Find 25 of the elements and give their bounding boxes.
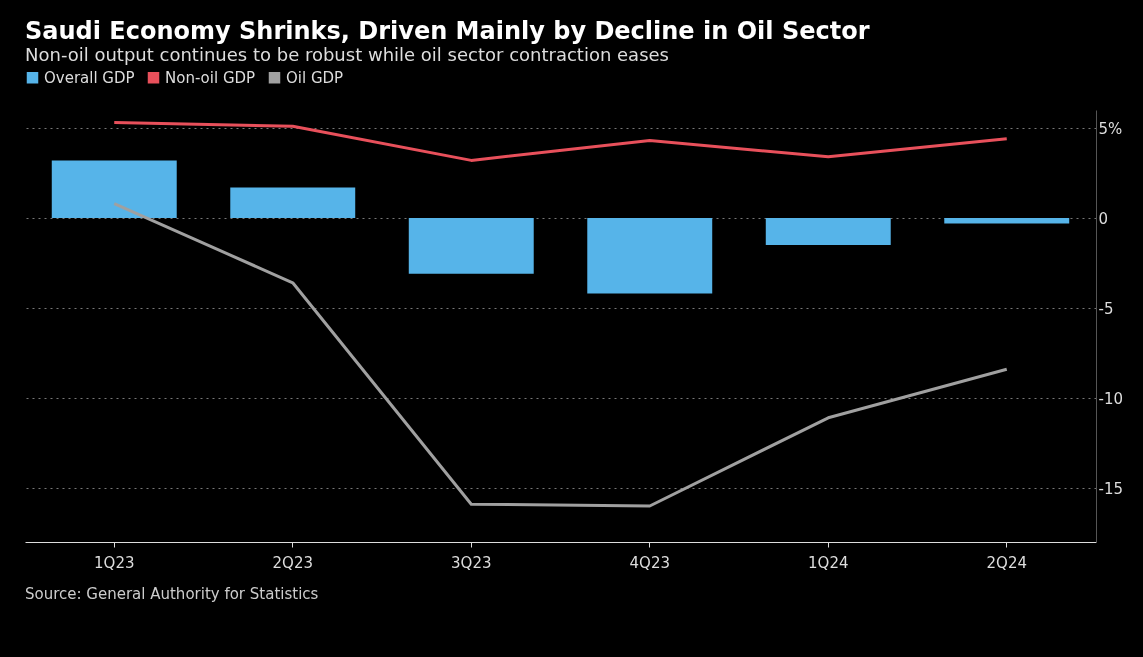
bar — [230, 187, 356, 218]
y-tick-label: 5% — [1098, 119, 1123, 138]
bar — [51, 160, 177, 218]
chart-subtitle: Non-oil output continues to be robust while oil sector contraction eases — [25, 44, 669, 65]
x-tick-label: 1Q23 — [94, 553, 135, 572]
y-tick-label: -5 — [1098, 299, 1114, 318]
bar — [944, 218, 1070, 224]
line-series — [112, 202, 1009, 508]
line-series — [112, 121, 1009, 162]
x-tick-label: 2Q23 — [272, 553, 313, 572]
bar — [408, 218, 534, 274]
y-tick-label: -15 — [1098, 479, 1123, 498]
legend-label: Overall GDP — [44, 68, 135, 87]
bar — [765, 218, 891, 245]
x-tick-label: 1Q24 — [808, 553, 849, 572]
x-tick-label: 4Q23 — [629, 553, 670, 572]
y-tick-label: 0 — [1098, 209, 1109, 228]
x-tick-label: 3Q23 — [451, 553, 492, 572]
legend-label: Oil GDP — [286, 68, 344, 87]
source-note: Source: General Authority for Statistics — [25, 585, 319, 603]
chart-title: Saudi Economy Shrinks, Driven Mainly by Decline in Oil Sector — [25, 17, 870, 45]
legend-label: Non-oil GDP — [165, 68, 256, 87]
bar — [587, 218, 713, 294]
y-tick-label: -10 — [1098, 389, 1123, 408]
x-tick-label: 2Q24 — [986, 553, 1027, 572]
